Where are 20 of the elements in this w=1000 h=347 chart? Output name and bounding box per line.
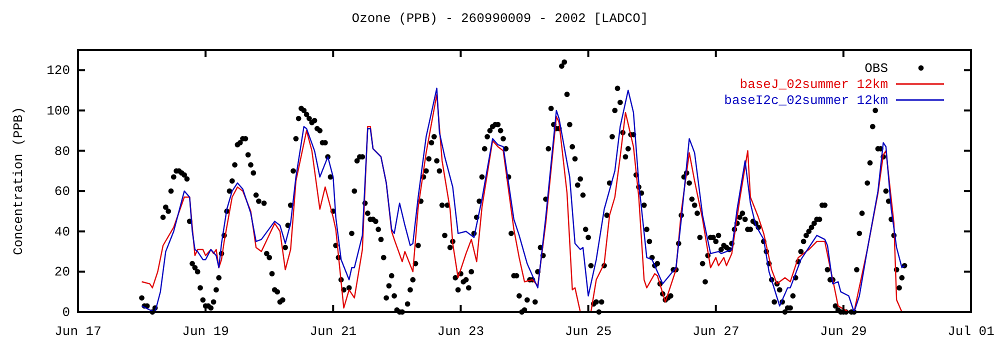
y-tick-label: 80 (54, 144, 70, 159)
x-tick-label: Jun 25 (564, 324, 612, 339)
x-tick-label: Jun 27 (692, 324, 740, 339)
y-tick-label: 60 (54, 184, 70, 200)
x-tick-label: Jul 01 (948, 324, 995, 339)
legend-label: OBS (864, 61, 888, 76)
y-tick-label: 100 (46, 103, 70, 118)
x-tick-label: Jun 21 (310, 324, 357, 339)
legend-label: baseJ_02summer 12km (740, 77, 888, 92)
chart-title: Ozone (PPB) - 260990009 - 2002 [LADCO] (352, 11, 648, 26)
x-tick-label: Jun 19 (182, 324, 229, 339)
x-tick-label: Jun 23 (437, 324, 484, 339)
y-tick-label: 120 (46, 63, 70, 78)
y-axis-title: Concentration (PPB) (11, 106, 26, 256)
y-tick-label: 20 (54, 264, 70, 280)
legend-label: baseI2c_02summer 12km (724, 93, 888, 108)
y-tick-label: 40 (54, 224, 70, 240)
x-tick-label: Jun 17 (54, 324, 102, 339)
y-tick-label: 0 (62, 305, 70, 320)
x-tick-label: Jun 29 (820, 324, 867, 339)
